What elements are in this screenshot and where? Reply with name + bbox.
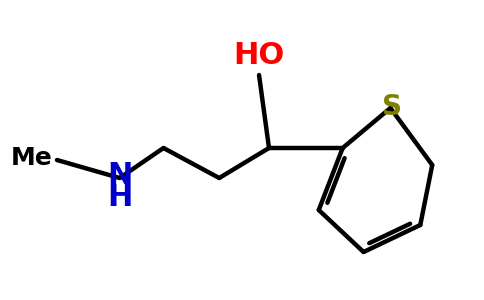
Text: H: H <box>107 184 132 212</box>
Text: Me: Me <box>11 146 53 170</box>
Text: N: N <box>107 161 132 190</box>
Text: S: S <box>382 93 402 121</box>
Text: HO: HO <box>233 41 285 70</box>
